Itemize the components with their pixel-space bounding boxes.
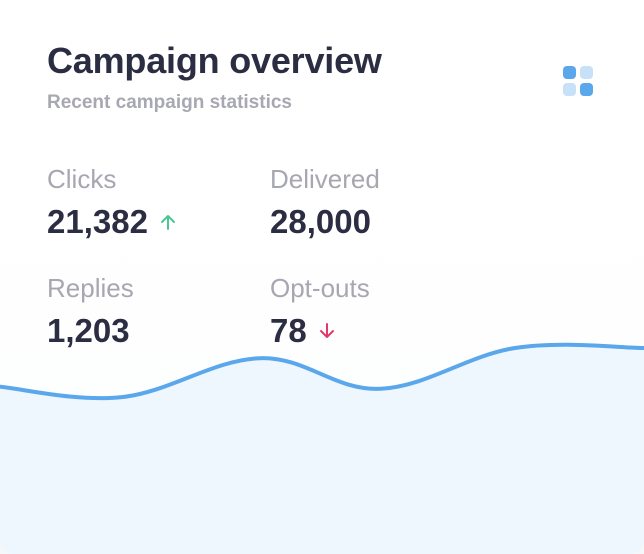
stat-replies: Replies 1,203 (47, 273, 134, 349)
stat-label: Opt-outs (270, 273, 370, 303)
card-subtitle: Recent campaign statistics (47, 92, 292, 113)
stat-label: Replies (47, 273, 134, 303)
arrow-down-icon (317, 321, 337, 341)
chart-area-fill (0, 344, 644, 554)
stat-value: 78 (270, 312, 307, 349)
grid-icon (556, 61, 602, 107)
stat-delivered: Delivered 28,000 (270, 164, 380, 240)
stat-value: 1,203 (47, 312, 130, 349)
stat-value: 28,000 (270, 203, 371, 240)
trend-chart-svg (0, 342, 644, 554)
grid-menu-button[interactable] (556, 61, 602, 107)
stat-value: 21,382 (47, 203, 148, 240)
arrow-up-icon (158, 212, 178, 232)
chart-series-line (0, 342, 644, 401)
card-title: Campaign overview (47, 40, 382, 81)
stat-clicks: Clicks 21,382 (47, 164, 178, 240)
campaign-trend-chart (0, 330, 644, 554)
stat-label: Clicks (47, 164, 117, 194)
stat-label: Delivered (270, 164, 380, 194)
stat-opt-outs: Opt-outs 78 (270, 273, 370, 349)
